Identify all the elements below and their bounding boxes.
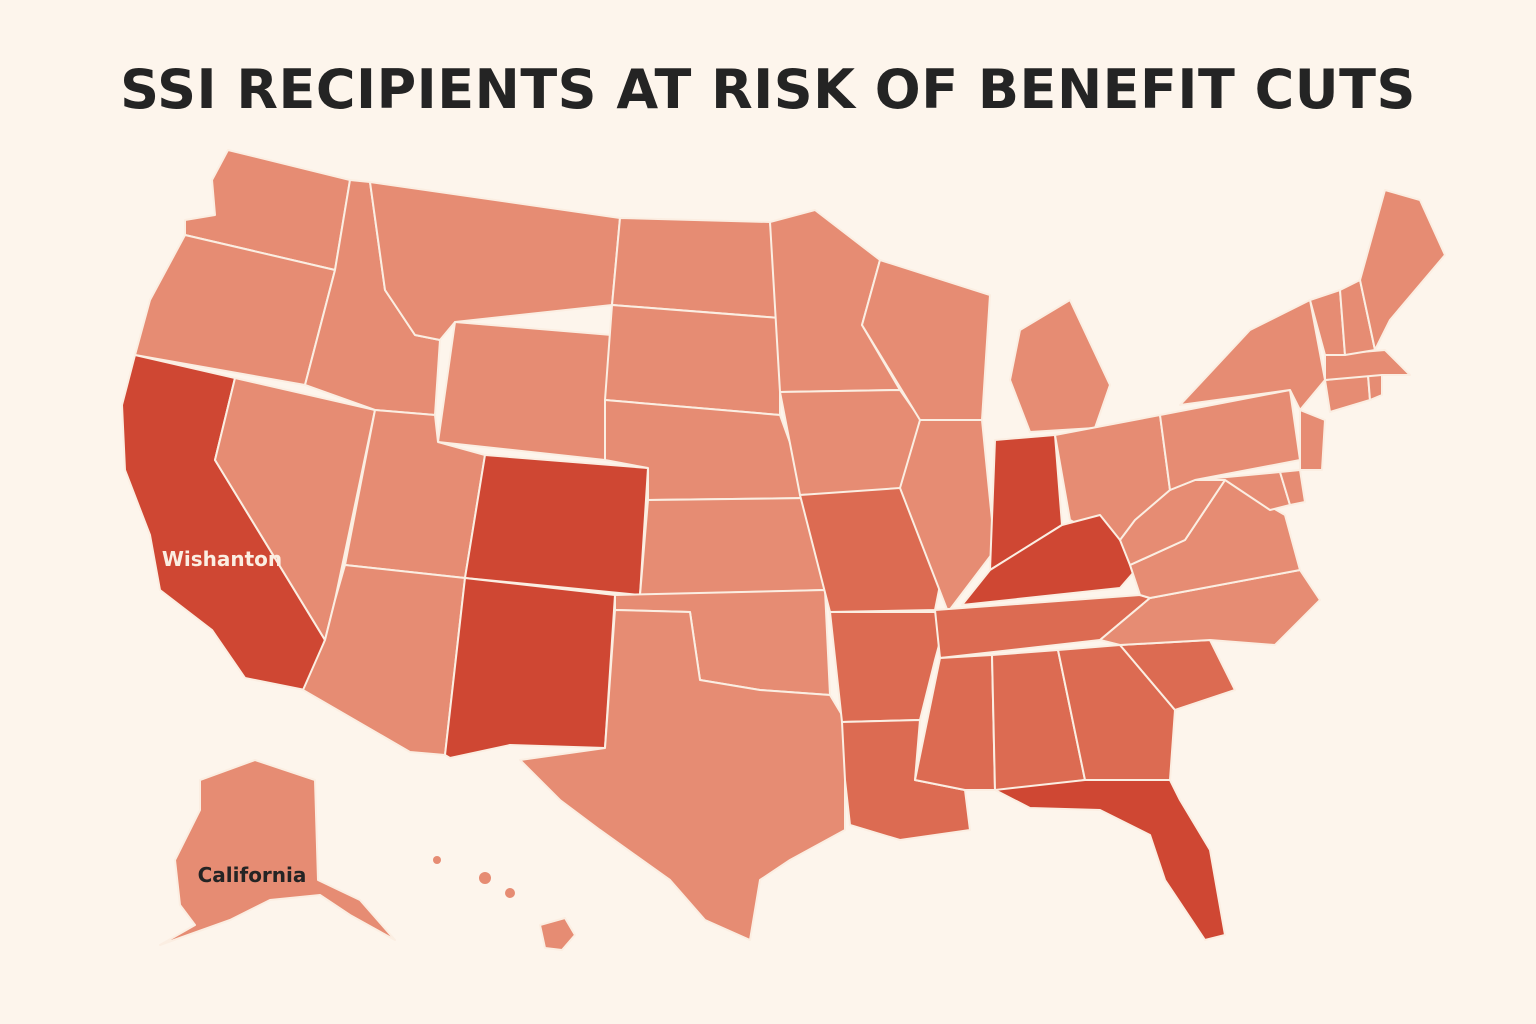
state-IL[interactable] xyxy=(899,419,996,613)
page-title: SSI RECIPIENTS AT RISK OF BENEFIT CUTS xyxy=(120,58,1416,121)
state-DE[interactable] xyxy=(1279,469,1306,506)
state-ND[interactable] xyxy=(611,217,781,319)
state-CT[interactable] xyxy=(1324,374,1371,413)
state-MS[interactable] xyxy=(914,654,996,791)
map-label-west-coast: Wishanton xyxy=(162,547,282,571)
state-KY[interactable] xyxy=(961,514,1141,606)
state-FL[interactable] xyxy=(994,779,1226,941)
state-OR[interactable] xyxy=(134,234,336,386)
state-AK[interactable] xyxy=(159,759,396,946)
hawaii-island xyxy=(433,856,441,864)
state-WY[interactable] xyxy=(437,321,613,461)
state-ME[interactable] xyxy=(1359,189,1446,351)
map-label-alaska: California xyxy=(198,863,307,887)
state-KS[interactable] xyxy=(639,497,826,596)
state-NJ[interactable] xyxy=(1299,409,1326,471)
hawaii-island xyxy=(479,872,491,884)
state-MI[interactable] xyxy=(1009,299,1111,433)
state-MD[interactable] xyxy=(1194,471,1291,511)
state-HI[interactable] xyxy=(539,917,576,951)
state-LA[interactable] xyxy=(841,719,971,841)
state-CO[interactable] xyxy=(464,454,649,596)
state-PA[interactable] xyxy=(1159,389,1301,491)
state-NY[interactable] xyxy=(1179,299,1326,411)
state-SD[interactable] xyxy=(604,304,781,416)
state-GA[interactable] xyxy=(1057,644,1176,781)
state-MT[interactable] xyxy=(369,181,621,341)
state-AR[interactable] xyxy=(829,611,949,723)
hawaii-island xyxy=(505,888,515,898)
state-NM[interactable] xyxy=(444,577,616,759)
state-RI[interactable] xyxy=(1367,374,1383,401)
state-TX[interactable] xyxy=(519,609,846,941)
state-NC[interactable] xyxy=(1099,569,1321,646)
